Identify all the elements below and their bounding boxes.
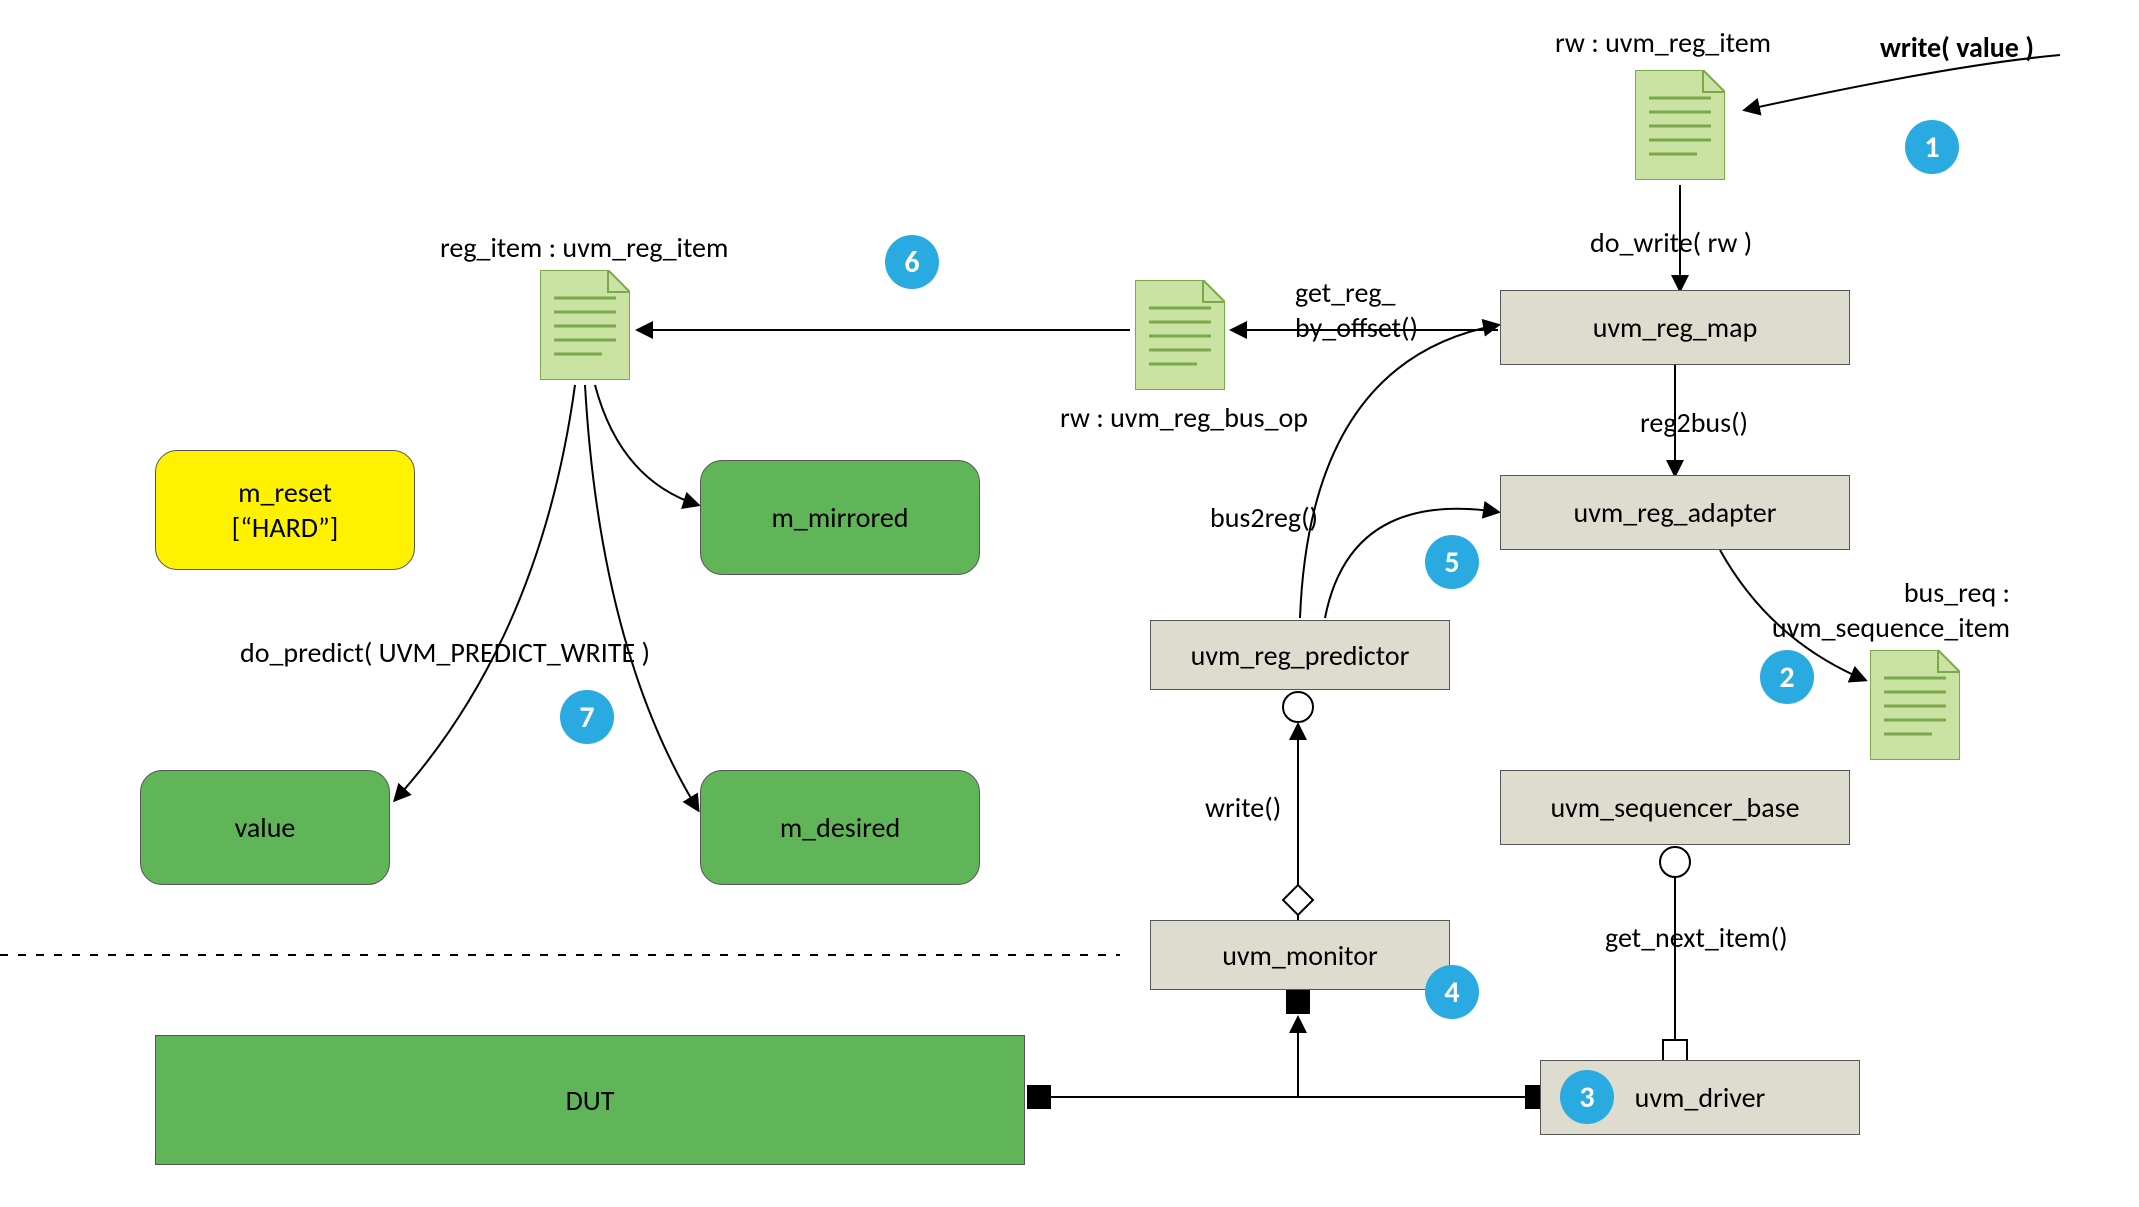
node-sequencer: uvm_sequencer_base: [1500, 770, 1850, 845]
step-badge-6: 6: [885, 235, 939, 289]
node-m-reset: m_reset [“HARD”]: [155, 450, 415, 570]
step-badge-1: 1: [1905, 120, 1959, 174]
label-reg2bus: reg2bus(): [1640, 405, 1748, 440]
caption-doc-busreq: bus_req : uvm_sequence_item: [1740, 575, 2010, 645]
caption-doc-busop: rw : uvm_reg_bus_op: [1060, 400, 1308, 435]
node-m-desired: m_desired: [700, 770, 980, 885]
step-badge-7: 7: [560, 690, 614, 744]
step-badge-3: 3: [1560, 1070, 1614, 1124]
label-bus2reg: bus2reg(): [1210, 500, 1318, 535]
node-reg-predictor: uvm_reg_predictor: [1150, 620, 1450, 690]
caption-doc-regitem: reg_item : uvm_reg_item: [440, 230, 728, 265]
step-badge-2: 2: [1760, 650, 1814, 704]
node-reg-map: uvm_reg_map: [1500, 290, 1850, 365]
step-badge-5: 5: [1425, 535, 1479, 589]
step-badge-4: 4: [1425, 965, 1479, 1019]
node-m-mirrored: m_mirrored: [700, 460, 980, 575]
label-get-reg-by-offset: get_reg_ by_offset(): [1295, 275, 1418, 345]
doc-rw-icon: [1635, 70, 1725, 180]
node-reg-adapter: uvm_reg_adapter: [1500, 475, 1850, 550]
label-write-port: write(): [1205, 790, 1281, 825]
doc-busreq-icon: [1870, 650, 1960, 760]
label-do-write: do_write( rw ): [1590, 225, 1752, 260]
label-get-next-item: get_next_item(): [1605, 920, 1788, 955]
node-monitor: uvm_monitor: [1150, 920, 1450, 990]
doc-busop-icon: [1135, 280, 1225, 390]
node-dut: DUT: [155, 1035, 1025, 1165]
label-do-predict: do_predict( UVM_PREDICT_WRITE ): [240, 635, 650, 670]
caption-doc-rw: rw : uvm_reg_item: [1555, 25, 1771, 60]
doc-regitem-icon: [540, 270, 630, 380]
label-write-value: write( value ): [1880, 30, 2034, 65]
node-value: value: [140, 770, 390, 885]
